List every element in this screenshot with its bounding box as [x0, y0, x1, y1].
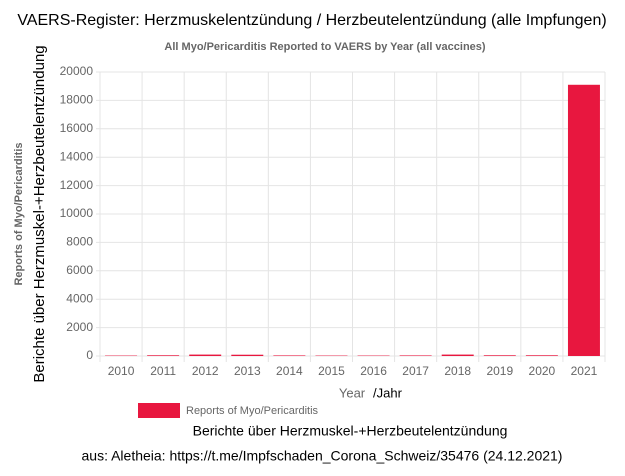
y-tick-label: 2000 — [66, 320, 93, 334]
bar — [189, 355, 221, 356]
x-tick-label: 2020 — [529, 364, 556, 378]
legend-note: Berichte über Herzmuskel-+Herzbeutelentz… — [193, 423, 508, 439]
y-tick-label: 14000 — [60, 149, 94, 163]
chart-subtitle: All Myo/Pericarditis Reported to VAERS b… — [164, 41, 485, 53]
bar — [526, 355, 558, 356]
legend-swatch — [138, 403, 180, 418]
x-tick-label: 2011 — [150, 364, 176, 378]
bar — [147, 355, 179, 356]
x-axis-label: Year — [339, 385, 366, 400]
bar — [400, 355, 432, 356]
y-axis-label-de: Berichte über Herzmuskel-+Herzbeutelentz… — [31, 45, 48, 382]
x-tick-label: 2018 — [444, 364, 471, 378]
bar — [231, 355, 263, 356]
bar — [568, 85, 600, 356]
y-axis-label: Reports of Myo/Pericarditis — [13, 142, 25, 285]
x-tick-label: 2013 — [234, 364, 261, 378]
y-tick-label: 16000 — [60, 121, 94, 135]
x-tick-label: 2021 — [571, 364, 598, 378]
bar — [442, 355, 474, 356]
y-tick-label: 0 — [86, 348, 93, 362]
x-tick-label: 2010 — [108, 364, 135, 378]
y-tick-label: 12000 — [60, 178, 94, 192]
x-tick-label: 2015 — [318, 364, 345, 378]
bar — [273, 355, 305, 356]
y-tick-label: 4000 — [66, 291, 93, 305]
y-tick-label: 8000 — [66, 235, 93, 249]
x-tick-label: 2014 — [276, 364, 303, 378]
legend-label: Reports of Myo/Pericarditis — [186, 405, 319, 417]
y-tick-label: 6000 — [66, 263, 93, 277]
source: aus: Aletheia: https://t.me/Impfschaden_… — [82, 448, 563, 464]
x-tick-label: 2012 — [192, 364, 219, 378]
x-axis-label-de: /Jahr — [373, 385, 403, 400]
x-tick-label: 2019 — [486, 364, 513, 378]
y-tick-label: 20000 — [60, 64, 94, 78]
x-tick-label: 2017 — [402, 364, 429, 378]
chart-title: VAERS-Register: Herzmuskelentzündung / H… — [17, 12, 606, 29]
x-tick-label: 2016 — [360, 364, 387, 378]
y-tick-label: 18000 — [60, 93, 94, 107]
y-tick-label: 10000 — [60, 206, 94, 220]
bar — [484, 355, 516, 356]
